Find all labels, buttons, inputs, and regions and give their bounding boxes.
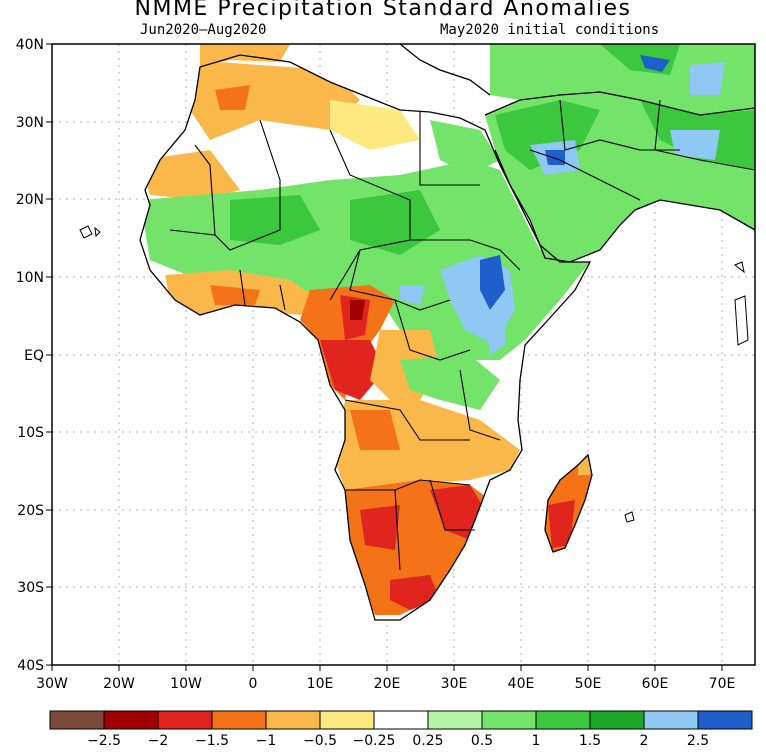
colorbar: −2.5 −2 −1.5 −1 −0.5 −0.25 0.25 0.5 1 1.5 2 2.5 bbox=[49, 710, 753, 749]
lon-label: 30E bbox=[441, 676, 468, 692]
colorbar-swatch bbox=[103, 710, 159, 730]
colorbar-swatch bbox=[481, 710, 537, 730]
colorbar-swatch bbox=[157, 710, 213, 730]
lat-label: 20S bbox=[17, 503, 44, 519]
latitude-labels: 40N 30N 20N 10N EQ 10S 20S 30S 40S bbox=[16, 37, 44, 674]
lon-label: 10W bbox=[170, 676, 202, 692]
colorbar-swatch bbox=[535, 710, 591, 730]
colorbar-swatch bbox=[49, 710, 105, 730]
lon-label: 50E bbox=[575, 676, 602, 692]
colorbar-label: 2 bbox=[640, 733, 649, 749]
colorbar-label: −0.25 bbox=[353, 733, 396, 749]
lat-label: EQ bbox=[24, 348, 44, 364]
colorbar-label: −2 bbox=[148, 733, 169, 749]
lat-label: 10S bbox=[17, 425, 44, 441]
lon-label: 20E bbox=[374, 676, 401, 692]
north-strip bbox=[200, 44, 755, 115]
colorbar-label: −1.5 bbox=[195, 733, 229, 749]
lat-label: 30N bbox=[16, 115, 44, 131]
colorbar-swatch bbox=[697, 710, 753, 730]
forecast-period: Jun2020–Aug2020 bbox=[140, 22, 267, 38]
colorbar-label: 1.5 bbox=[579, 733, 601, 749]
lon-label: 40E bbox=[508, 676, 535, 692]
lon-label: 20W bbox=[103, 676, 135, 692]
colorbar-label: 1 bbox=[532, 733, 541, 749]
colorbar-swatch bbox=[211, 710, 267, 730]
initial-conditions: May2020 initial conditions bbox=[440, 22, 660, 38]
colorbar-swatch bbox=[373, 710, 429, 730]
colorbar-label: 0.25 bbox=[412, 733, 443, 749]
colorbar-swatch bbox=[265, 710, 321, 730]
colorbar-label: 2.5 bbox=[687, 733, 709, 749]
lat-label: 20N bbox=[16, 192, 44, 208]
colorbar-swatch bbox=[319, 710, 375, 730]
colorbar-label: −2.5 bbox=[87, 733, 121, 749]
country-borders bbox=[169, 99, 756, 571]
map-title: NMME Precipitation Standard Anomalies bbox=[134, 0, 632, 21]
lat-label: 30S bbox=[17, 580, 44, 596]
longitude-labels: 30W 20W 10W 0 10E 20E 30E 40E 50E 60E 70… bbox=[36, 676, 735, 692]
colorbar-swatch bbox=[643, 710, 699, 730]
lon-label: 10E bbox=[307, 676, 334, 692]
lon-label: 70E bbox=[709, 676, 736, 692]
colorbar-swatch bbox=[427, 710, 483, 730]
lon-label: 0 bbox=[249, 676, 258, 692]
lat-label: 40S bbox=[17, 658, 44, 674]
lon-label: 60E bbox=[642, 676, 669, 692]
lat-label: 40N bbox=[16, 37, 44, 53]
colorbar-swatch bbox=[589, 710, 645, 730]
coastlines bbox=[139, 43, 756, 621]
colorbar-label: 0.5 bbox=[471, 733, 493, 749]
lat-label: 10N bbox=[16, 270, 44, 286]
lon-label: 30W bbox=[36, 676, 68, 692]
tick-marks bbox=[46, 43, 723, 671]
colorbar-label: −1 bbox=[256, 733, 277, 749]
colorbar-label: −0.5 bbox=[303, 733, 337, 749]
islands bbox=[79, 225, 749, 523]
